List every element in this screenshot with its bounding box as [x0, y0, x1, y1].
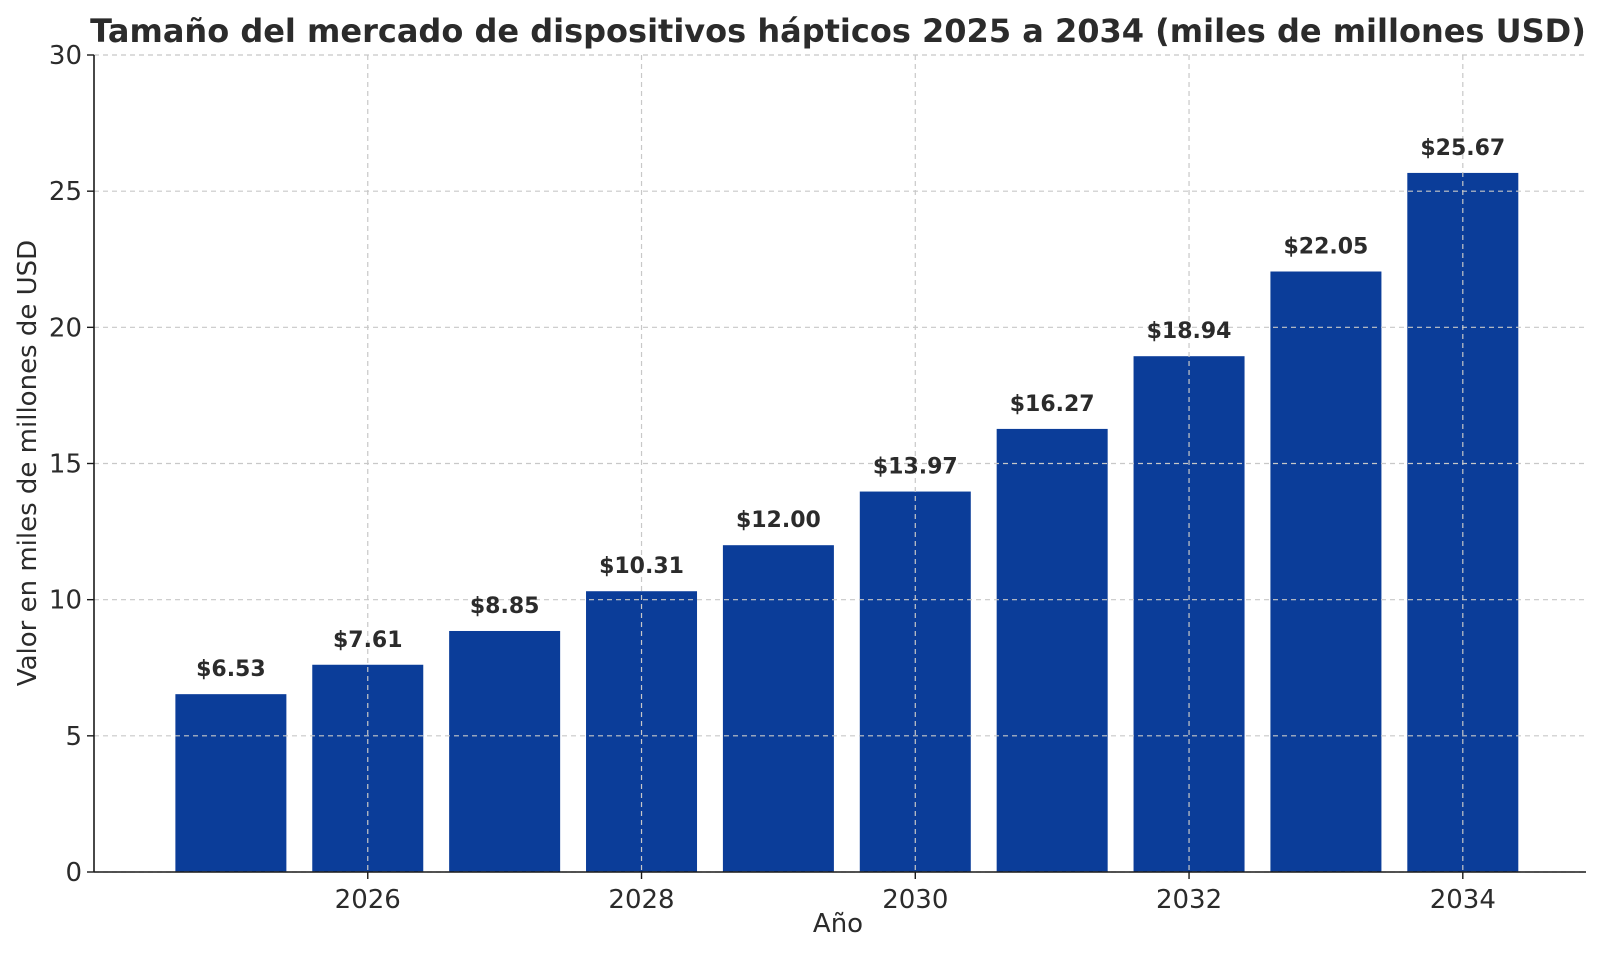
bar-value-label-2034: $25.67: [1420, 136, 1505, 161]
bar-2027: [449, 630, 561, 872]
y-tick-label-30: 30: [49, 41, 82, 71]
bar-2031: [996, 428, 1108, 872]
x-tick-label-2028: 2028: [608, 885, 674, 915]
bars: [175, 172, 1519, 872]
chart-title: Tamaño del mercado de dispositivos hápti…: [90, 12, 1586, 50]
bar-2029: [722, 545, 834, 872]
y-tick-label-5: 5: [65, 722, 82, 752]
bar-value-label-2025: $6.53: [196, 657, 266, 682]
tick-labels: 0 5 10 15 20 25 30 2026 2028 2030 2032 2034: [49, 41, 1496, 915]
x-axis-label: Año: [813, 909, 863, 939]
y-tick-label-25: 25: [49, 177, 82, 207]
bar-value-label-2028: $10.31: [599, 554, 684, 579]
x-tick-label-2032: 2032: [1156, 885, 1222, 915]
x-tick-label-2030: 2030: [882, 885, 948, 915]
y-tick-label-20: 20: [49, 313, 82, 343]
bar-value-label-2032: $18.94: [1147, 319, 1232, 344]
bar-value-label-2026: $7.61: [333, 628, 403, 653]
bar-value-label-2033: $22.05: [1283, 235, 1368, 260]
bar-value-labels: $6.53 $7.61 $8.85 $10.31 $12.00 $13.97 $16.27 $…: [196, 136, 1505, 682]
y-tick-label-10: 10: [49, 586, 82, 616]
y-tick-label-0: 0: [65, 858, 82, 888]
bar-value-label-2031: $16.27: [1010, 392, 1095, 417]
bar-value-label-2029: $12.00: [736, 508, 821, 533]
y-axis-label: Valor en miles de millones de USD: [13, 240, 43, 686]
bar-value-label-2027: $8.85: [470, 594, 540, 619]
y-tick-label-15: 15: [49, 450, 82, 480]
axes: [87, 54, 1586, 879]
x-tick-label-2034: 2034: [1430, 885, 1496, 915]
bar-2025: [175, 694, 287, 872]
bar-2033: [1270, 271, 1382, 872]
bar-value-label-2030: $13.97: [873, 455, 958, 480]
x-tick-label-2026: 2026: [335, 885, 401, 915]
